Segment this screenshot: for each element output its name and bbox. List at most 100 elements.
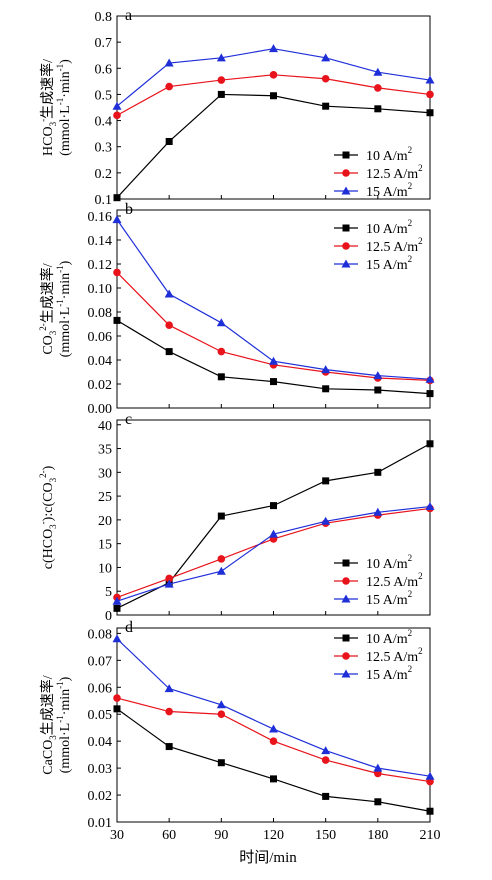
legend-sup: 2 xyxy=(408,181,413,191)
legend-sup: 2 xyxy=(408,628,413,638)
legend-sup: 2 xyxy=(408,218,413,228)
data-point-a-1 xyxy=(113,111,121,120)
legend-entry-label: 12.5 A/m2 xyxy=(366,236,423,255)
x-tick-label: 150 xyxy=(315,828,336,843)
y-tick-label: 0.7 xyxy=(95,36,113,51)
data-point-d-2 xyxy=(164,684,174,693)
data-point-c-2 xyxy=(216,566,226,575)
legend-sup: 2 xyxy=(408,664,413,674)
data-point-a-2 xyxy=(373,67,383,76)
legend-marker xyxy=(342,242,350,250)
data-point-c-0 xyxy=(322,477,330,485)
y-label-text: 生成速率/ xyxy=(39,59,56,119)
legend-entry-label: 15 A/m2 xyxy=(366,589,412,608)
legend-entry-label: 12.5 A/m2 xyxy=(366,163,423,182)
data-point-a-2 xyxy=(112,101,122,110)
y-label-sup: - xyxy=(38,119,48,122)
y-tick-label: 35 xyxy=(98,443,112,458)
legend-sup: 2 xyxy=(418,236,423,246)
data-point-b-0 xyxy=(113,316,121,324)
y-tick-label: 0.04 xyxy=(88,735,113,750)
data-point-a-0 xyxy=(165,137,173,145)
legend-sup: 2 xyxy=(408,589,413,599)
data-point-d-2 xyxy=(112,634,122,643)
legend-marker xyxy=(342,559,350,567)
data-point-a-2 xyxy=(216,53,226,62)
y-tick-label: 25 xyxy=(98,490,112,505)
data-point-d-0 xyxy=(270,775,277,783)
data-point-c-0 xyxy=(374,468,382,476)
legend-entry-label: 10 A/m2 xyxy=(366,145,412,164)
data-point-c-0 xyxy=(113,604,121,612)
legend-entry-label: 12.5 A/m2 xyxy=(366,646,423,665)
data-point-b-0 xyxy=(165,348,173,356)
y-label-sup: 2- xyxy=(38,323,48,331)
legend-text: 10 A/m xyxy=(366,222,408,237)
legend-marker xyxy=(342,652,350,660)
legend-entry-label: 10 A/m2 xyxy=(366,218,412,237)
data-point-d-0 xyxy=(374,798,382,806)
data-point-a-0 xyxy=(113,194,121,202)
legend-text: 15 A/m xyxy=(366,668,408,683)
series-line-a-0 xyxy=(116,93,431,199)
data-point-a-1 xyxy=(269,71,278,79)
data-point-a-1 xyxy=(165,82,173,91)
y-axis-label-line1: c(HCO3-):c(CO32-) xyxy=(38,465,58,569)
y-tick-label: 0.06 xyxy=(88,681,113,696)
panel-letter-a: a xyxy=(125,7,132,24)
data-point-d-1 xyxy=(113,694,121,702)
y-tick-label: 0.08 xyxy=(88,627,113,642)
legend-sup: 2 xyxy=(408,145,413,155)
y-tick-label: 0.06 xyxy=(88,330,113,345)
data-point-d-1 xyxy=(269,737,278,745)
y-label-text: ):c(CO xyxy=(41,482,56,521)
legend-entry-label: 10 A/m2 xyxy=(366,628,412,647)
data-point-c-2 xyxy=(321,516,331,525)
y-label-sup: -1 xyxy=(55,715,65,723)
y-label-sub: 3 xyxy=(48,121,58,126)
data-point-b-1 xyxy=(217,347,226,356)
y-tick-label: 0.3 xyxy=(95,141,113,156)
y-label-text: 生成速率/ xyxy=(39,263,56,323)
data-point-b-2 xyxy=(425,374,435,383)
data-point-b-2 xyxy=(269,356,278,365)
legend-marker xyxy=(342,151,350,159)
data-point-c-2 xyxy=(269,529,278,538)
legend-entry-label: 15 A/m2 xyxy=(366,664,412,683)
y-label-sub: 3 xyxy=(48,735,58,740)
data-point-d-0 xyxy=(165,743,173,751)
data-point-c-2 xyxy=(112,596,122,605)
data-point-a-0 xyxy=(322,102,330,110)
legend-text: 12.5 A/m xyxy=(366,240,418,255)
y-tick-label: 30 xyxy=(98,466,112,481)
y-tick-label: 0.1 xyxy=(95,193,113,208)
data-point-b-2 xyxy=(321,365,331,374)
data-point-a-0 xyxy=(374,105,382,113)
data-point-d-0 xyxy=(426,807,434,815)
y-label-sub: 3 xyxy=(48,524,58,529)
y-tick-label: 0.4 xyxy=(95,115,113,130)
x-tick-label: 30 xyxy=(110,828,124,843)
y-tick-label: 0.10 xyxy=(88,282,113,297)
y-axis-label-line2: (mmol·L-1·min-1) xyxy=(55,59,73,156)
y-tick-label: 0.02 xyxy=(88,789,113,804)
legend-marker xyxy=(341,186,351,195)
data-point-a-2 xyxy=(164,58,174,67)
data-point-a-0 xyxy=(426,109,434,117)
legend-sup: 2 xyxy=(418,646,423,656)
x-tick-label: 180 xyxy=(367,828,388,843)
y-label-text: ) xyxy=(41,465,56,470)
y-tick-label: 0.05 xyxy=(88,708,113,723)
legend-marker xyxy=(341,594,351,603)
y-tick-label: 0.14 xyxy=(88,234,113,249)
y-tick-label: 0.5 xyxy=(95,88,113,103)
y-tick-label: 0 xyxy=(105,609,112,624)
data-point-a-1 xyxy=(426,90,434,99)
panel-letter-d: d xyxy=(125,619,133,636)
data-point-b-0 xyxy=(426,390,434,398)
x-axis-label: 时间/min xyxy=(0,846,492,867)
y-tick-label: 0.8 xyxy=(95,10,113,25)
y-tick-label: 0.01 xyxy=(88,816,113,831)
y-axis-label-c: c(HCO3-):c(CO32-) xyxy=(38,465,58,569)
y-label-sup: -1 xyxy=(55,299,65,307)
